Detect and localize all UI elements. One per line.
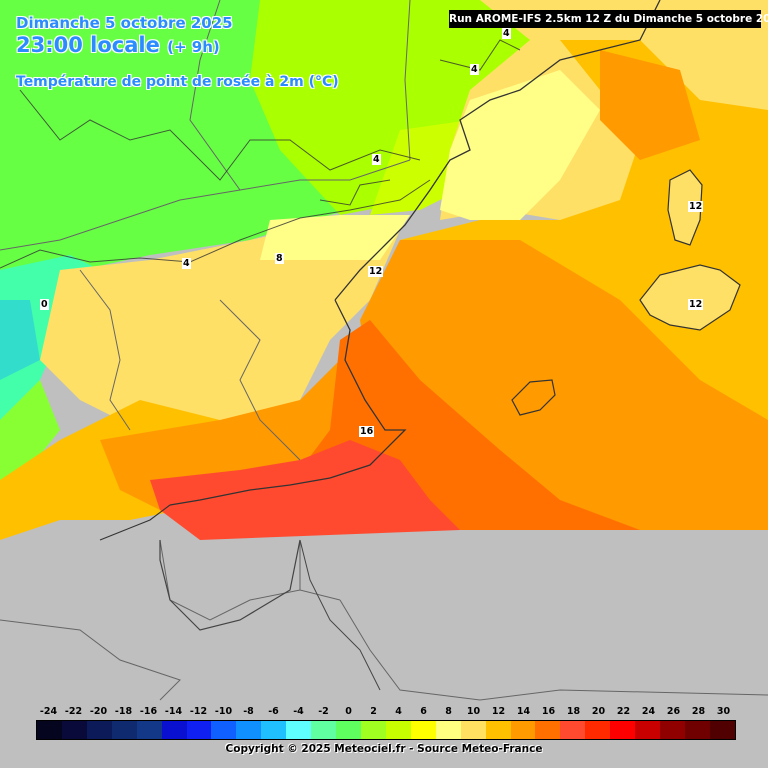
contour-label: 4 (502, 28, 511, 39)
legend-tick: 22 (616, 706, 631, 717)
legend-tick: 14 (516, 706, 531, 717)
legend-swatch (286, 721, 312, 739)
legend-tick: 16 (541, 706, 556, 717)
legend-tick: -24 (39, 706, 58, 717)
legend-swatch (211, 721, 237, 739)
contour-label: 8 (275, 253, 284, 264)
legend-swatch (37, 721, 62, 739)
legend-swatch (136, 721, 162, 739)
legend-swatch (360, 721, 386, 739)
legend-tick: -18 (114, 706, 133, 717)
legend-color-scale (36, 720, 736, 740)
legend-swatch (485, 721, 511, 739)
field-paleyellow (40, 220, 400, 430)
contour-label: 4 (182, 258, 191, 269)
legend-tick: -8 (243, 706, 254, 717)
field-cream-east (440, 70, 600, 220)
copyright-notice: Copyright © 2025 Meteociel.fr - Source M… (225, 743, 543, 755)
legend-tick: 18 (566, 706, 581, 717)
legend-swatch (460, 721, 486, 739)
legend-tick: -20 (89, 706, 108, 717)
field-cream (260, 215, 410, 260)
legend-tick: 26 (666, 706, 681, 717)
contour-label: 12 (688, 201, 704, 212)
legend-swatch (410, 721, 436, 739)
legend-swatch (560, 721, 586, 739)
legend-tick: -14 (164, 706, 183, 717)
contour-label: 4 (372, 154, 381, 165)
legend-tick: 2 (370, 706, 377, 717)
field-cyan (0, 300, 40, 380)
legend-swatch (385, 721, 411, 739)
legend-swatch (311, 721, 337, 739)
legend-tick: -12 (189, 706, 208, 717)
field-lime (250, 0, 600, 215)
contour-label: 12 (368, 266, 384, 277)
variable-title: Température de point de rosée à 2m (°C) (16, 74, 339, 90)
island-ibiza (511, 379, 556, 416)
field-darkorange-nw (600, 50, 700, 160)
coastline-south (99, 504, 171, 541)
legend-swatch (510, 721, 536, 739)
contour-label: 12 (688, 299, 704, 310)
legend-tick: 6 (420, 706, 427, 717)
legend-swatch (585, 721, 611, 739)
legend-swatch (236, 721, 262, 739)
out-of-domain (0, 540, 768, 700)
legend-tick: 30 (716, 706, 731, 717)
legend-tick: 12 (491, 706, 506, 717)
legend-tick: -10 (214, 706, 233, 717)
coastline (169, 0, 661, 506)
legend-tick: -16 (139, 706, 158, 717)
legend-swatch (186, 721, 212, 739)
island-majorca (639, 264, 741, 331)
legend-swatch (61, 721, 87, 739)
field-core-red (150, 440, 460, 540)
run-info-banner: Run AROME-IFS 2.5km 12 Z du Dimanche 5 o… (449, 10, 768, 28)
forecast-date: Dimanche 5 octobre 2025 (16, 14, 233, 32)
legend-swatch (86, 721, 112, 739)
contour-label: 4 (470, 64, 479, 75)
legend-tick: 8 (445, 706, 452, 717)
forecast-time-value: 23:00 locale (16, 33, 160, 57)
legend-tick-labels: -24 -22 -20 -18 -16 -14 -12 -10 -8 -6 -4 -2 0 2 4 6 8 10 1… (36, 706, 736, 719)
legend-tick: -22 (64, 706, 83, 717)
legend-tick: 0 (345, 706, 352, 717)
forecast-offset: (+ 9h) (167, 38, 220, 56)
legend-swatch (161, 721, 187, 739)
island-menorca (667, 169, 703, 246)
legend-swatch (660, 721, 685, 739)
legend-swatch (684, 721, 710, 739)
legend-swatch (261, 721, 287, 739)
legend-tick: -6 (268, 706, 279, 717)
forecast-time: 23:00 locale (+ 9h) (16, 33, 220, 57)
legend-swatch (709, 721, 735, 739)
legend-swatch (435, 721, 461, 739)
legend-tick: 4 (395, 706, 402, 717)
legend-swatch (336, 721, 361, 739)
legend-tick: 10 (466, 706, 481, 717)
legend-tick: -2 (318, 706, 329, 717)
legend-tick: 20 (591, 706, 606, 717)
contour-label: 16 (359, 426, 375, 437)
legend-swatch (635, 721, 661, 739)
legend-swatch (111, 721, 137, 739)
legend-tick: 24 (641, 706, 656, 717)
legend-swatch (610, 721, 636, 739)
legend-tick: -4 (293, 706, 304, 717)
legend-tick: 28 (691, 706, 706, 717)
contour-label: 0 (40, 299, 49, 310)
legend-swatch (535, 721, 561, 739)
